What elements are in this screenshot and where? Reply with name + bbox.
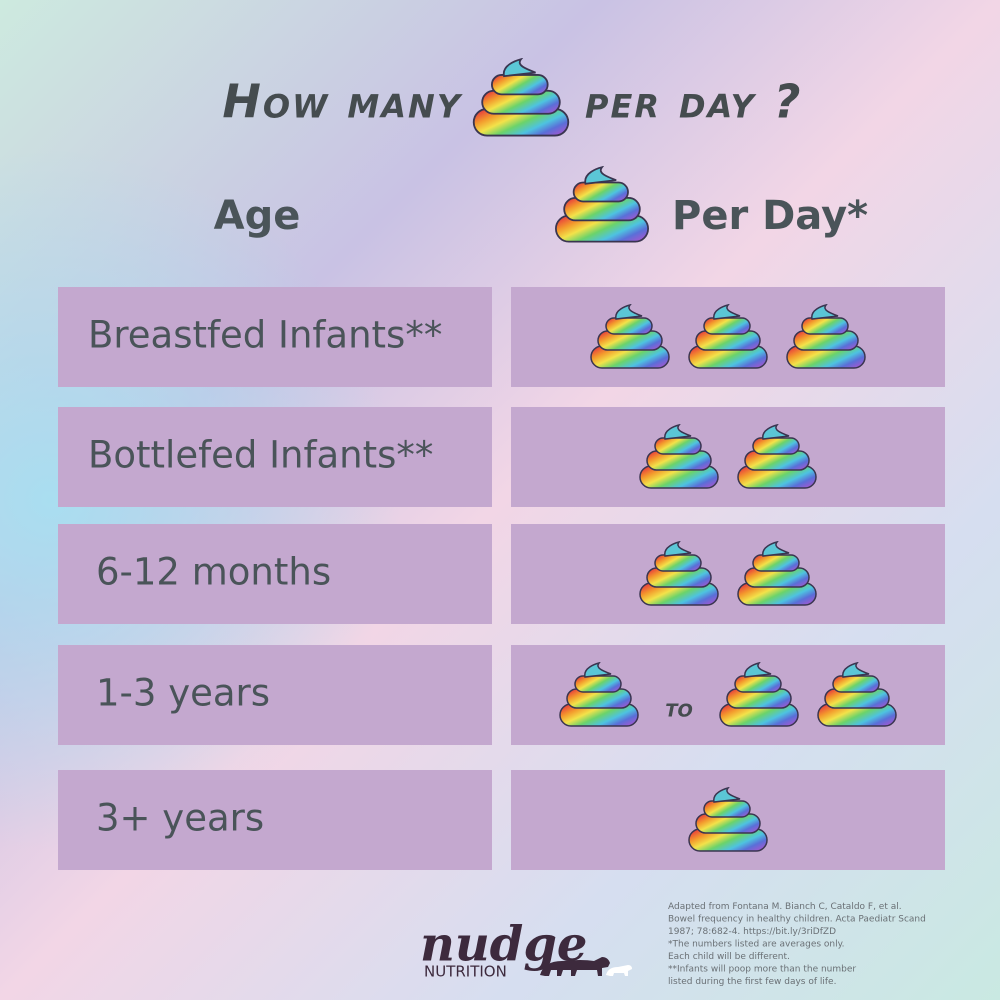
age-cell — [58, 407, 492, 507]
logo-cub — [606, 965, 632, 976]
header-age: Age — [214, 193, 301, 239]
footnote: listed during the first few days of life… — [668, 977, 836, 987]
title-before: How many — [222, 75, 462, 129]
age-cell — [58, 645, 492, 745]
logo-bear — [540, 957, 610, 976]
table: Breastfed Infants** Bottlefed Infants** 6-… — [58, 287, 945, 870]
age-cell — [58, 770, 492, 870]
count-cell — [511, 524, 945, 624]
footnote: **Infants will poop more than the number — [668, 965, 856, 975]
footnote: Each child will be different. — [668, 952, 790, 962]
logo-sub: NUTRITION — [424, 963, 507, 981]
joiner: to — [665, 694, 693, 724]
age-label: Bottlefed Infants** — [88, 434, 433, 477]
age-label: 1-3 years — [96, 672, 270, 715]
footnote: Bowel frequency in healthy children. Act… — [668, 915, 926, 925]
count-cell — [511, 407, 945, 507]
title-after: per day ? — [585, 75, 803, 129]
footnote: 1987; 78:682-4. https://bit.ly/3riDfZD — [668, 927, 836, 937]
age-label: 3+ years — [96, 797, 264, 840]
footnote: *The numbers listed are averages only. — [668, 940, 845, 950]
age-label: 6-12 months — [96, 551, 331, 594]
age-label: Breastfed Infants** — [88, 314, 442, 357]
age-cell — [58, 287, 492, 387]
header-per-day: Per Day* — [672, 193, 868, 239]
footnotes: Adapted from Fontana M. Bianch C, Catald… — [668, 902, 926, 987]
age-cell — [58, 524, 492, 624]
footnote: Adapted from Fontana M. Bianch C, Catald… — [668, 902, 902, 912]
